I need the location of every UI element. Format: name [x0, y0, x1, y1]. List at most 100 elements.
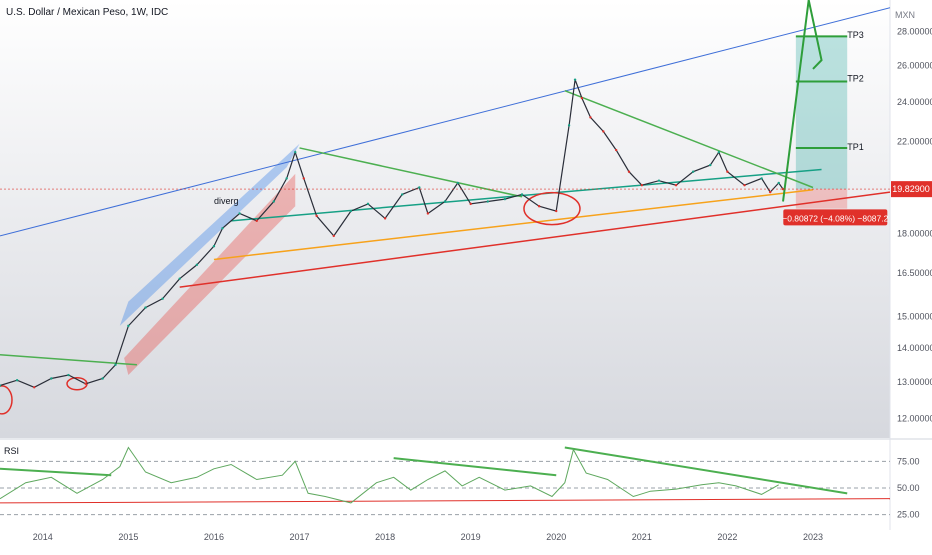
price-point — [178, 277, 181, 280]
price-point — [272, 200, 276, 203]
long-support-trendline — [179, 191, 891, 288]
target-zone — [795, 36, 848, 190]
price-point — [401, 193, 404, 196]
price-point — [614, 148, 618, 152]
highlight-ellipse — [523, 191, 581, 226]
price-point — [383, 217, 387, 220]
y-tick-label: 18.00000 — [897, 228, 932, 238]
price-point — [627, 170, 631, 173]
price-point — [161, 297, 164, 300]
measure-badge — [783, 209, 888, 226]
price-point — [777, 181, 780, 185]
chart-annotation: diverg — [214, 196, 239, 206]
y-tick-label: 26.00000 — [897, 60, 932, 70]
price-point — [255, 219, 258, 223]
teal-trendline — [230, 168, 822, 222]
price-point — [768, 190, 772, 194]
price-point — [315, 214, 318, 218]
rsi-trendline — [564, 446, 848, 495]
y-tick-label: 14.00000 — [897, 343, 932, 353]
channel-lower-fill — [124, 173, 296, 376]
rsi-tick-label: 50.00 — [897, 483, 920, 493]
price-point — [349, 209, 353, 213]
price-point — [760, 177, 763, 180]
y-tick-label: 15.00000 — [897, 312, 932, 322]
price-point — [294, 150, 297, 154]
rsi-label: RSI — [4, 446, 20, 456]
price-point — [743, 184, 746, 187]
y-tick-label: 12.00000 — [897, 414, 932, 424]
price-point — [469, 202, 472, 206]
rsi-tick-label: 25.00 — [897, 510, 920, 520]
x-tick-label: 2020 — [546, 532, 566, 542]
price-point — [573, 78, 577, 81]
price-point — [657, 179, 661, 182]
x-tick-label: 2022 — [717, 532, 737, 542]
price-point — [238, 212, 241, 215]
price-point — [302, 177, 305, 180]
x-tick-label: 2023 — [803, 532, 823, 542]
chart-annotation: TP1 — [847, 142, 864, 152]
price-series-line — [0, 79, 784, 388]
price-point — [366, 202, 370, 206]
resistance-line-2 — [564, 89, 814, 189]
price-point — [674, 184, 678, 187]
chart-annotation: TP2 — [847, 73, 864, 83]
x-tick-label: 2017 — [290, 532, 310, 542]
x-tick-label: 2018 — [375, 532, 395, 542]
price-point — [555, 209, 558, 213]
stop-zone — [795, 189, 848, 209]
price-point — [456, 181, 460, 185]
price-point — [285, 177, 288, 180]
measure-label: −0.80872 (−4.08%) −8087.2 — [782, 213, 888, 223]
rsi-panel-bg — [0, 440, 890, 520]
x-tick-label: 2016 — [204, 532, 224, 542]
price-point — [15, 379, 19, 382]
price-point — [602, 130, 605, 133]
rsi-series-line — [0, 446, 779, 504]
early-line — [0, 353, 137, 366]
x-tick-label: 2021 — [632, 532, 652, 542]
chart-title: U.S. Dollar / Mexican Peso, 1W, IDC — [6, 7, 169, 18]
channel-upper-fill — [119, 143, 300, 326]
price-point — [221, 227, 224, 230]
price-point — [717, 150, 721, 154]
highlight-ellipse — [0, 385, 13, 415]
price-point — [114, 363, 117, 366]
y-tick-label: 24.00000 — [897, 97, 932, 107]
price-point — [127, 324, 130, 328]
price-point — [486, 200, 489, 203]
y-tick-label: 28.00000 — [897, 27, 932, 37]
price-point — [691, 170, 695, 173]
price-point — [84, 382, 87, 385]
price-point — [580, 96, 584, 100]
chart-annotation: TP3 — [847, 30, 864, 40]
price-point — [589, 116, 592, 119]
price-point — [33, 386, 36, 389]
price-point — [418, 186, 421, 189]
rsi-trendline — [0, 467, 112, 477]
price-point — [443, 200, 447, 203]
price-point — [537, 205, 541, 208]
price-point — [0, 384, 2, 387]
rsi-trendline — [393, 457, 557, 477]
x-tick-label: 2015 — [118, 532, 138, 542]
currency-label: MXN — [895, 10, 915, 20]
price-point — [426, 212, 430, 215]
price-point — [709, 163, 712, 167]
price-point — [50, 377, 53, 380]
y-tick-label: 16.50000 — [897, 268, 932, 278]
rsi-tick-label: 75.00 — [897, 456, 920, 466]
price-point — [195, 263, 199, 267]
last-price-badge — [891, 181, 932, 198]
price-point — [520, 193, 524, 196]
long-upper-trendline — [0, 7, 891, 237]
price-panel-bg — [0, 0, 890, 438]
y-tick-label: 22.00000 — [897, 137, 932, 147]
forecast-arrow — [782, 0, 823, 202]
price-point — [67, 373, 70, 377]
price-point — [567, 124, 571, 127]
price-point — [332, 234, 335, 238]
